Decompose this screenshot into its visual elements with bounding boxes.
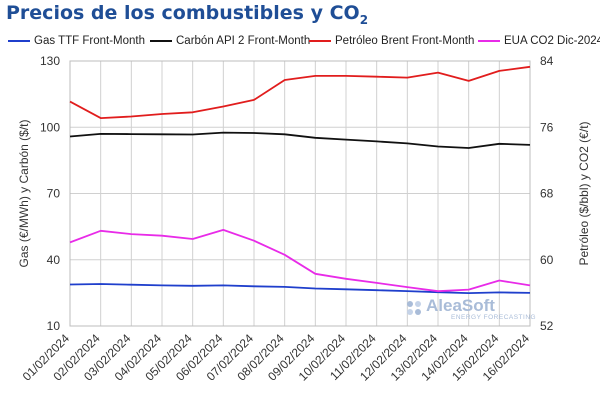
y-right-tick-label: 52 [540, 319, 554, 333]
y-left-tick-label: 100 [40, 120, 60, 134]
plot-area [69, 60, 531, 327]
y-left-tick-label: 130 [40, 54, 60, 68]
series-line-eua-co2-dic-2024 [69, 228, 531, 293]
watermark-name: AleaSoft [426, 296, 495, 315]
y-left-tick-label: 40 [47, 253, 61, 267]
legend-swatch [309, 40, 331, 42]
y-left-tick-label: 10 [47, 319, 61, 333]
legend-item: Carbón API 2 Front-Month [150, 35, 310, 47]
legend-label: EUA CO2 Dic-2024 [504, 35, 600, 47]
y-right-tick-label: 60 [540, 253, 554, 267]
legend-item: EUA CO2 Dic-2024 [478, 35, 600, 47]
grid [69, 60, 531, 327]
legend-swatch [150, 40, 172, 42]
series-layer [69, 65, 531, 295]
legend-item: Petróleo Brent Front-Month [309, 35, 474, 47]
watermark-subtitle: ENERGY FORECASTING [451, 314, 537, 321]
legend-label: Carbón API 2 Front-Month [176, 35, 311, 47]
aleasoft-logo-icon [407, 301, 421, 315]
y-right-axis-label: Petróleo ($/bbl) y CO2 (€/t) [577, 121, 591, 265]
legend-label: Gas TTF Front-Month [34, 35, 145, 47]
y-left-tick-label: 70 [47, 187, 61, 201]
legend-swatch [8, 40, 30, 42]
series-line-carb-n-api-2-front-month [69, 131, 531, 149]
chart-title: Precios de los combustibles y CO2 [6, 2, 369, 27]
y-right-tick-label: 68 [540, 187, 554, 201]
legend-label: Petróleo Brent Front-Month [335, 35, 475, 47]
legend-swatch [478, 40, 500, 42]
y-left-axis-label: Gas (€/MWh) y Carbón ($/t) [17, 119, 31, 267]
y-right-tick-label: 84 [540, 54, 554, 68]
axes: 104070100130526068768401/02/202402/02/20… [17, 54, 591, 384]
y-right-tick-label: 76 [540, 120, 554, 134]
legend-item: Gas TTF Front-Month [8, 35, 145, 47]
watermark-logo: AleaSoft ENERGY FORECASTING [404, 296, 554, 326]
series-line-gas-ttf-front-month [69, 283, 531, 295]
series-line-petr-leo-brent-front-month [69, 65, 531, 119]
